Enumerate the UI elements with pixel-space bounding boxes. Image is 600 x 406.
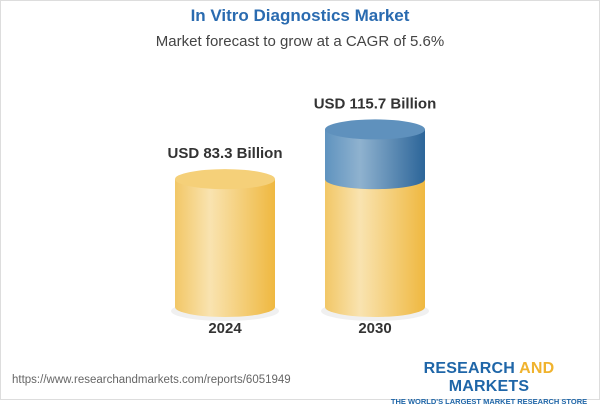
- cylinder-growth-segment-body: [325, 129, 425, 190]
- research-and-markets-logo: RESEARCH AND MARKETS THE WORLD'S LARGEST…: [390, 360, 588, 406]
- data-label: USD 83.3 Billion: [167, 145, 282, 162]
- cylinder-bar-body: [175, 179, 275, 317]
- category-label: 2030: [358, 320, 391, 337]
- data-label: USD 115.7 Billion: [314, 95, 437, 112]
- source-url[interactable]: https://www.researchandmarkets.com/repor…: [12, 374, 291, 386]
- cylinder-bar-top: [175, 169, 275, 190]
- category-label: 2024: [208, 320, 242, 337]
- chart-title: In Vitro Diagnostics Market: [190, 6, 410, 25]
- chart-subtitle: Market forecast to grow at a CAGR of 5.6…: [155, 33, 445, 50]
- cylinder-base-segment-body: [325, 179, 425, 317]
- cylinder-chart: USD 83.3 Billion 2024 USD 115.7 Billion 203…: [167, 95, 437, 337]
- cylinder-growth-segment-top: [325, 119, 425, 140]
